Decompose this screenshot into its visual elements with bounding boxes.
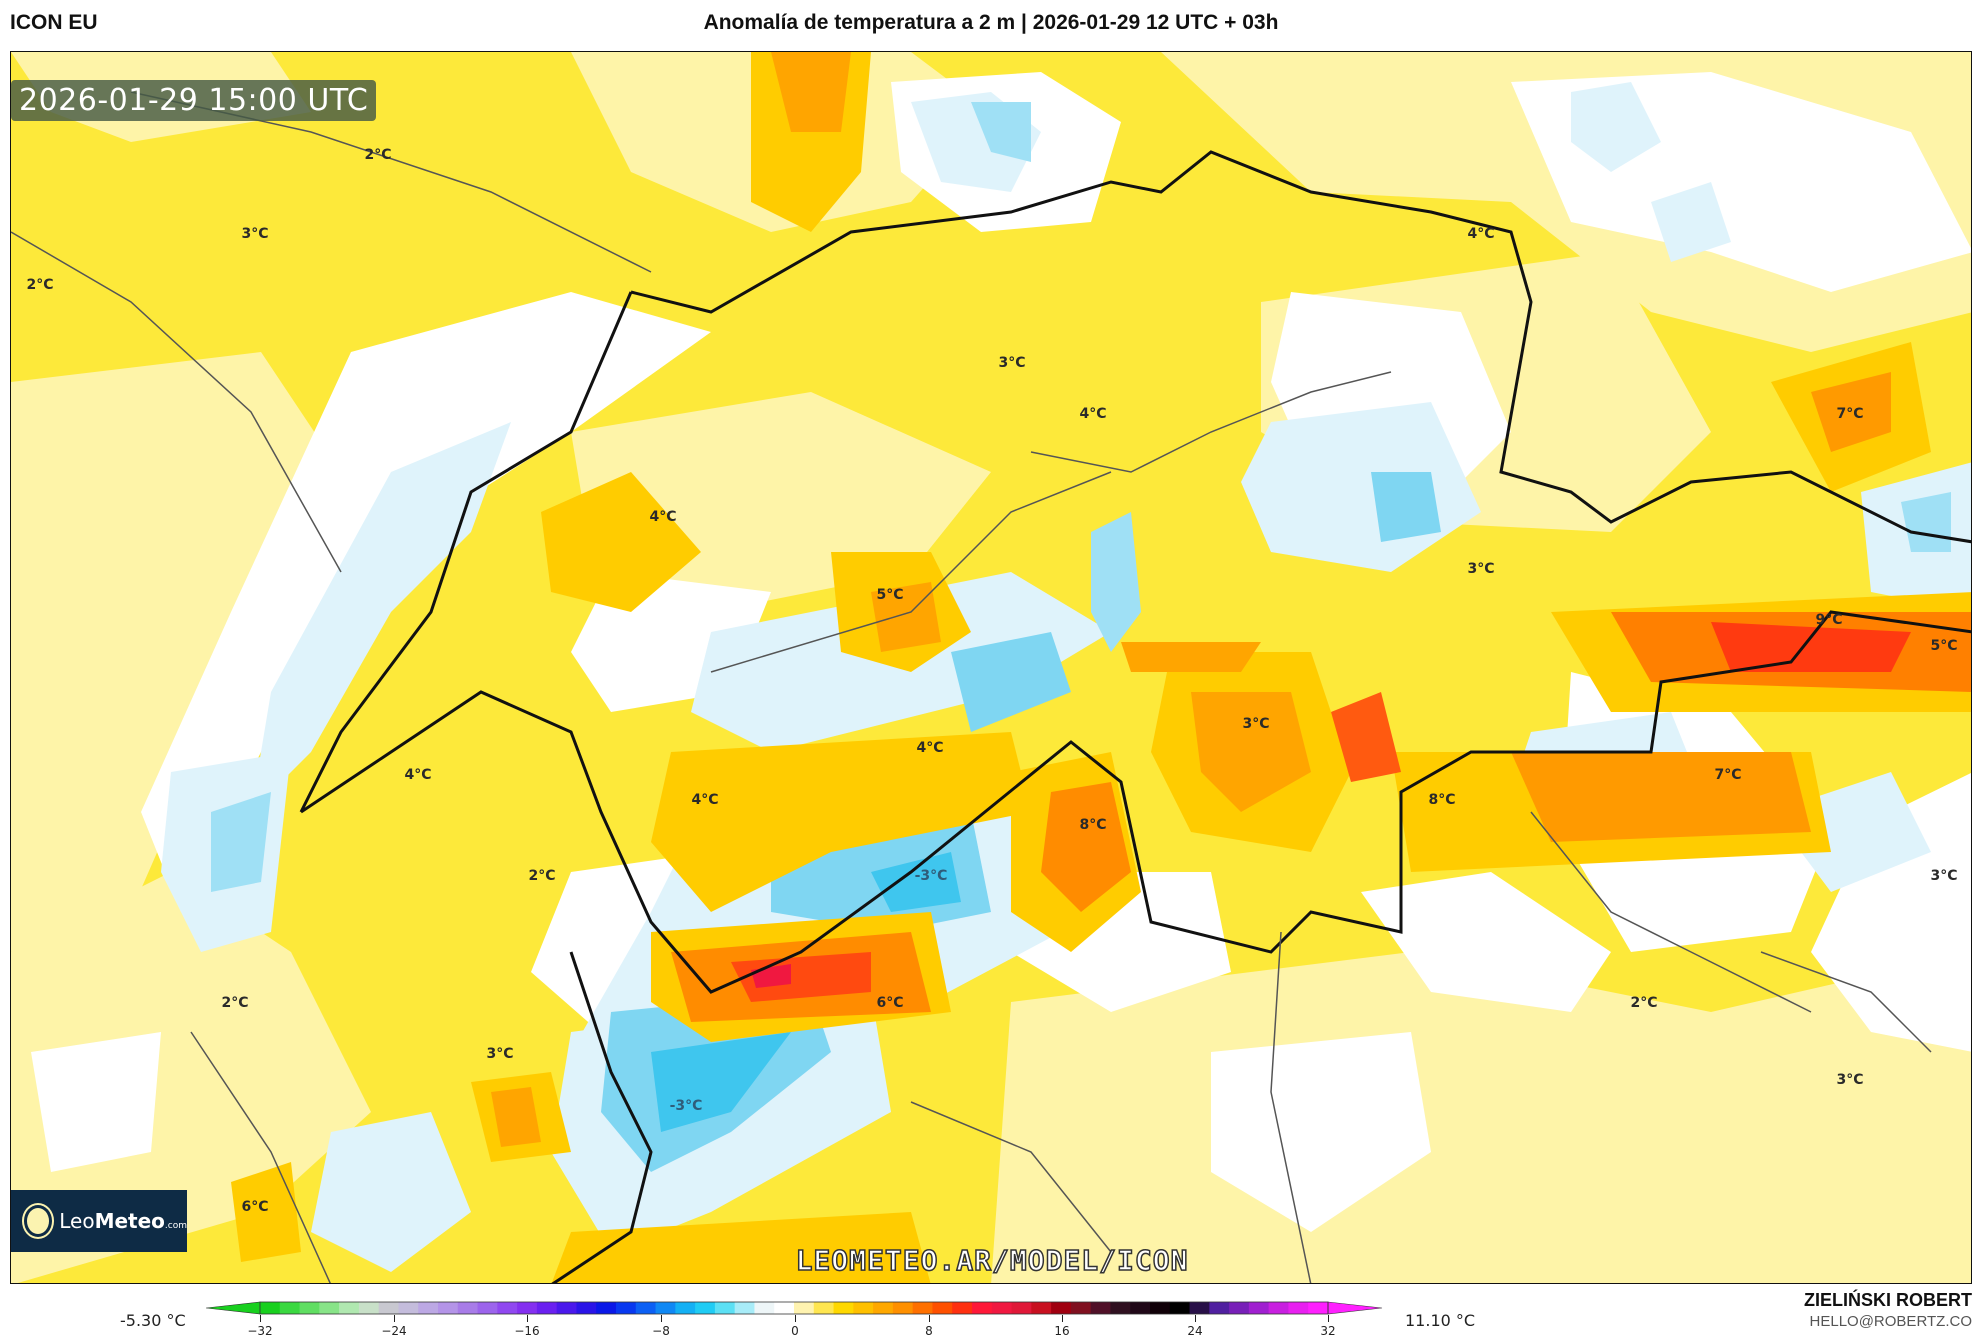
colorbar-tick-mark	[394, 1315, 395, 1322]
colorbar-tick-mark	[527, 1315, 528, 1322]
colorbar-tick-label: −16	[514, 1324, 540, 1338]
temperature-label: 3°C	[1467, 561, 1495, 577]
temperature-anomaly-map[interactable]: 2026-01-29 15:00 UTC 2°C 3°C 2°C 4°C 3°C 4°C 7…	[10, 51, 1972, 1284]
temperature-label: -3°C	[914, 868, 948, 884]
colorbar-tick-label: 16	[1054, 1324, 1070, 1338]
colorbar-max-value: 11.10 °C	[1405, 1311, 1476, 1330]
temperature-label: -3°C	[669, 1098, 703, 1114]
temperature-label: 2°C	[221, 995, 249, 1011]
temperature-label: 4°C	[1079, 406, 1107, 422]
temperature-label: 2°C	[528, 868, 556, 884]
temperature-label: 3°C	[241, 226, 269, 242]
temperature-label: 6°C	[241, 1199, 269, 1215]
temperature-label: 3°C	[998, 355, 1026, 371]
colorbar-tick-label: −32	[247, 1324, 273, 1338]
temperature-label: 6°C	[876, 995, 904, 1011]
temperature-label: 3°C	[1930, 868, 1958, 884]
author-credit: ZIELIŃSKI ROBERT HELLO@ROBERTZ.CO	[1804, 1290, 1972, 1330]
temperature-label: 3°C	[486, 1046, 514, 1062]
temperature-label: 5°C	[876, 587, 904, 603]
temperature-label: 4°C	[1467, 226, 1495, 242]
colorbar-min-value: -5.30 °C	[120, 1311, 186, 1330]
temperature-label: 2°C	[1630, 995, 1658, 1011]
logo-text: LeoMeteo.com	[59, 1209, 187, 1233]
temperature-label: 2°C	[26, 277, 54, 293]
map-contours	[11, 52, 1971, 1283]
temperature-label: 2°C	[364, 147, 392, 163]
colorbar-tick-mark	[795, 1315, 796, 1322]
colorbar-tick-label: 24	[1187, 1324, 1203, 1338]
colorbar-tick-mark	[1195, 1315, 1196, 1322]
watermark-url: LEOMETEO.AR/MODEL/ICON	[795, 1243, 1189, 1278]
temperature-label: 5°C	[1930, 638, 1958, 654]
model-name: ICON EU	[10, 11, 98, 34]
colorbar-tick-mark	[929, 1315, 930, 1322]
colorbar	[206, 1301, 1383, 1315]
temperature-label: 7°C	[1836, 406, 1864, 422]
temperature-label: 4°C	[404, 767, 432, 783]
colorbar-tick-mark	[260, 1315, 261, 1322]
temperature-label: 4°C	[916, 740, 944, 756]
temperature-label: 3°C	[1242, 716, 1270, 732]
colorbar-tick-label: 8	[925, 1324, 933, 1338]
temperature-label: 4°C	[691, 792, 719, 808]
colorbar-tick-label: −8	[652, 1324, 670, 1338]
temperature-label: 8°C	[1428, 792, 1456, 808]
colorbar-tick-label: 32	[1320, 1324, 1336, 1338]
valid-time-badge: 2026-01-29 15:00 UTC	[11, 80, 377, 121]
leometeo-logo[interactable]: LeoMeteo.com	[11, 1190, 187, 1252]
colorbar-tick-mark	[1328, 1315, 1329, 1322]
author-name: ZIELIŃSKI ROBERT	[1803, 1290, 1972, 1310]
colorbar-tick-mark	[1062, 1315, 1063, 1322]
colorbar-tick-label: −24	[381, 1324, 407, 1338]
temperature-label: 9°C	[1815, 612, 1843, 628]
temperature-label: 7°C	[1714, 767, 1742, 783]
chart-title: Anomalía de temperatura a 2 m | 2026-01-…	[703, 11, 1279, 34]
temperature-label: 4°C	[649, 509, 677, 525]
temperature-label: 3°C	[1836, 1072, 1864, 1088]
temperature-label: 8°C	[1079, 817, 1107, 833]
colorbar-tick-mark	[661, 1315, 662, 1322]
author-email: HELLO@ROBERTZ.CO	[1809, 1313, 1972, 1330]
sun-icon	[27, 1208, 50, 1234]
colorbar-tick-label: 0	[791, 1324, 799, 1338]
